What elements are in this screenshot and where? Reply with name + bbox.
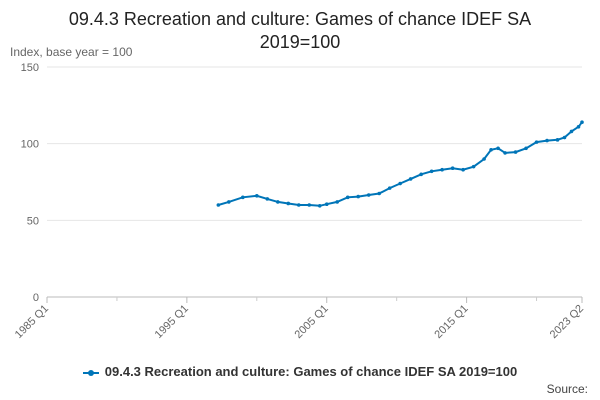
data-point: [409, 177, 413, 181]
data-point: [346, 196, 350, 200]
y-tick-label: 0: [33, 292, 39, 304]
data-point: [227, 200, 231, 204]
source-label: Source:: [547, 382, 588, 396]
data-point: [419, 173, 423, 177]
data-point: [217, 203, 221, 207]
data-point: [482, 157, 486, 161]
data-point: [265, 197, 269, 201]
data-point: [503, 151, 507, 155]
data-point: [307, 203, 311, 207]
legend: 09.4.3 Recreation and culture: Games of …: [0, 364, 600, 379]
data-point: [255, 194, 259, 198]
data-point: [535, 140, 539, 144]
x-tick-label: 2015 Q1: [432, 303, 470, 341]
x-tick-label: 2005 Q1: [293, 303, 331, 341]
data-point: [440, 168, 444, 172]
y-tick-label: 100: [21, 139, 39, 151]
data-point: [451, 166, 455, 170]
data-point: [556, 138, 560, 142]
data-point: [377, 192, 381, 196]
data-point: [580, 120, 584, 124]
data-point: [356, 195, 360, 199]
data-point: [496, 146, 500, 150]
data-point: [514, 150, 518, 154]
data-point: [524, 146, 528, 150]
data-point: [297, 203, 301, 207]
data-point: [388, 186, 392, 190]
data-point: [472, 165, 476, 169]
data-point: [276, 200, 280, 204]
data-point: [241, 196, 245, 200]
series-line: [218, 122, 582, 206]
data-point: [489, 148, 493, 152]
legend-swatch-icon: [83, 372, 99, 374]
data-point: [430, 169, 434, 173]
data-point: [367, 193, 371, 197]
data-point: [325, 202, 329, 206]
data-point: [461, 168, 465, 172]
data-point: [577, 125, 581, 129]
data-point: [398, 182, 402, 186]
y-tick-label: 150: [21, 62, 39, 74]
data-point: [563, 136, 567, 140]
legend-entry: 09.4.3 Recreation and culture: Games of …: [105, 364, 517, 379]
x-tick-label: 1985 Q1: [13, 303, 51, 341]
data-point: [545, 139, 549, 143]
data-point: [335, 200, 339, 204]
data-point: [318, 204, 322, 208]
x-tick-label: 1995 Q1: [153, 303, 191, 341]
x-tick-label: 2023 Q2: [548, 303, 586, 341]
data-point: [570, 130, 574, 134]
y-tick-label: 50: [27, 215, 39, 227]
data-point: [286, 202, 290, 206]
